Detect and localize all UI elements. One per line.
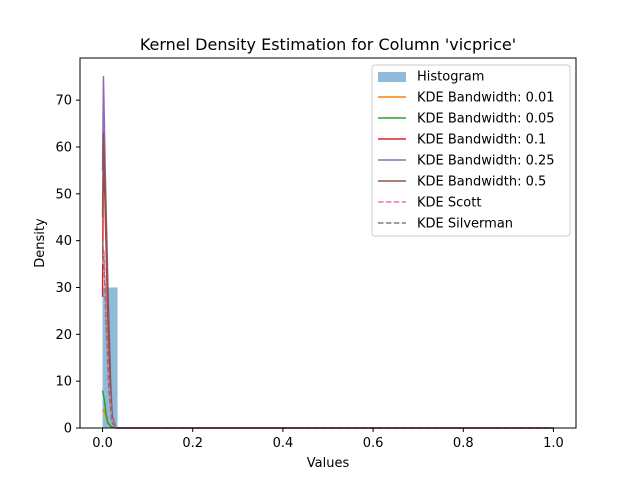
x-tick-label: 0.4 [273, 436, 294, 451]
y-axis-ticks: 0 10 20 30 40 50 60 70 [55, 94, 80, 437]
legend-swatch-histogram [378, 72, 406, 82]
x-axis-label: Values [307, 456, 350, 471]
legend-label: KDE Bandwidth: 0.01 [417, 91, 555, 106]
y-tick-label: 30 [55, 281, 72, 296]
y-tick-label: 70 [55, 94, 72, 109]
legend-box [371, 64, 571, 237]
x-tick-label: 0.6 [363, 436, 384, 451]
legend-label: KDE Silverman [417, 217, 513, 232]
y-tick-label: 10 [55, 375, 72, 390]
legend-label: KDE Bandwidth: 0.25 [417, 154, 555, 169]
legend-label: KDE Scott [417, 196, 481, 211]
y-tick-label: 50 [55, 187, 72, 202]
x-tick-label: 0.0 [92, 436, 113, 451]
x-tick-label: 1.0 [543, 436, 564, 451]
legend-label: KDE Bandwidth: 0.05 [417, 112, 555, 127]
x-tick-label: 0.8 [453, 436, 474, 451]
y-axis-label: Density [33, 218, 48, 268]
chart-title: Kernel Density Estimation for Column 'vi… [140, 35, 516, 54]
legend: Histogram KDE Bandwidth: 0.01 KDE Bandwidt… [371, 64, 571, 237]
x-tick-label: 0.2 [182, 436, 203, 451]
y-tick-label: 60 [55, 140, 72, 155]
legend-label: KDE Bandwidth: 0.1 [417, 133, 546, 148]
legend-label: KDE Bandwidth: 0.5 [417, 175, 546, 190]
y-tick-label: 0 [64, 422, 72, 437]
legend-label: Histogram [417, 70, 484, 85]
y-tick-label: 20 [55, 328, 72, 343]
x-axis-ticks: 0.0 0.2 0.4 0.6 0.8 1.0 [92, 428, 564, 451]
y-tick-label: 40 [55, 234, 72, 249]
axes-frame [79, 57, 577, 429]
